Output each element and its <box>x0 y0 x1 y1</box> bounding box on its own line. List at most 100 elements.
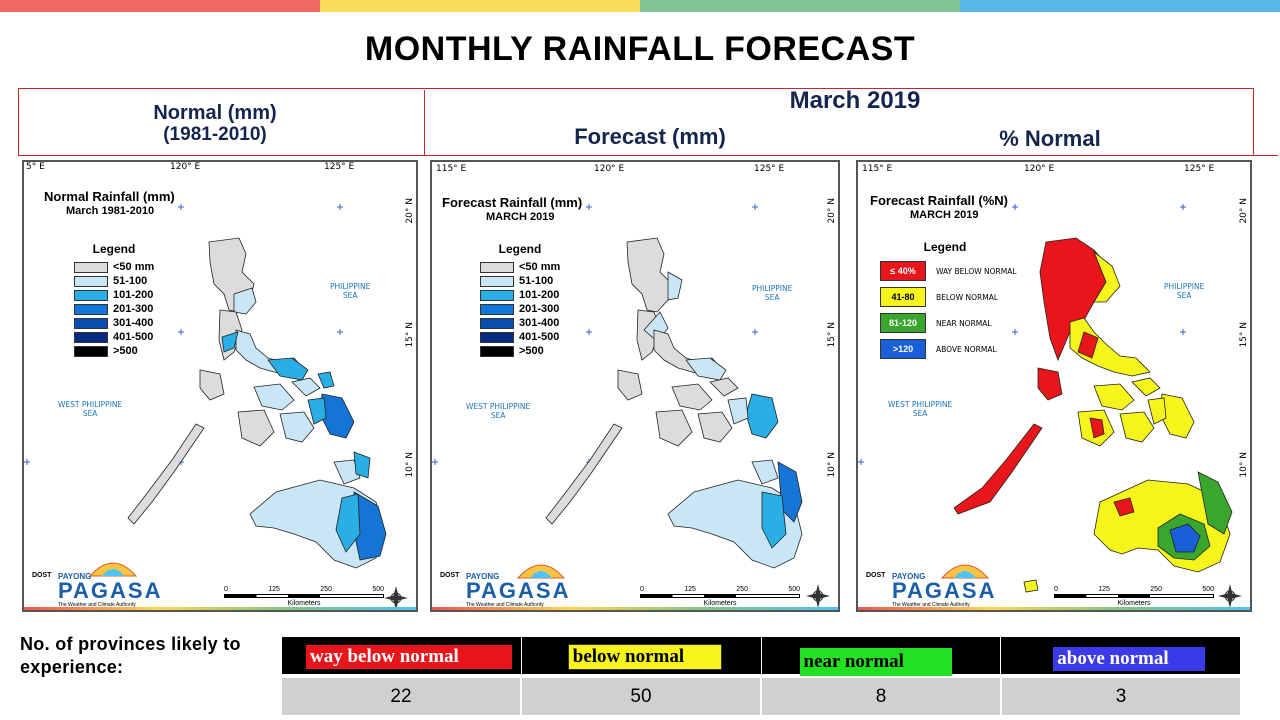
normal-philippine-sea-label: PHILIPPINE SEA <box>330 282 370 300</box>
legend-swatch <box>480 289 514 301</box>
percent-legend-item: ≤ 40% WAY BELOW NORMAL <box>880 258 1017 284</box>
forecast-philippine-sea-label: PHILIPPINE SEA <box>752 284 792 302</box>
forecast-top-tick-2: 120° E <box>594 164 625 174</box>
sea-label-line2: SEA <box>1176 291 1192 300</box>
top-bar-yellow <box>320 0 640 12</box>
percent-right-tick-1: 20° N <box>1239 198 1249 224</box>
legend-label: 101-200 <box>519 289 560 301</box>
scale-ticks: 0 125 250 500 <box>640 586 800 593</box>
normal-map-title: Normal Rainfall (mm) March 1981-2010 <box>44 190 175 218</box>
header-divider <box>424 90 425 156</box>
umbrella-icon <box>516 564 566 579</box>
forecast-islands <box>545 237 803 569</box>
payong-text: PAYONG <box>58 572 92 581</box>
forecast-top-tick-3: 125° E <box>754 164 785 174</box>
normal-legend-item: 51-100 <box>74 274 154 288</box>
percent-legend-item: 81-120 NEAR NORMAL <box>880 310 1017 336</box>
top-bar-red <box>0 0 320 12</box>
percent-legend-title: Legend <box>923 240 967 254</box>
payong-text: PAYONG <box>466 572 500 581</box>
sea-label-line2: SEA <box>342 291 358 300</box>
forecast-west-philippine-sea-label: WEST PHILIPPINE SEA <box>466 402 530 420</box>
normal-map-rainbow-strip <box>24 607 416 610</box>
normal-legend-title: Legend <box>92 242 136 256</box>
legend-label: 201-300 <box>113 303 154 315</box>
percent-legend: Legend ≤ 40% WAY BELOW NORMAL 41-80 BELOW … <box>880 240 1017 362</box>
category-above-normal: above normal <box>1053 647 1206 671</box>
scale-tick: 500 <box>372 586 384 593</box>
legend-label: 301-400 <box>113 317 154 329</box>
percent-normal-map: 115° E 120° E 125° E 20° N 15° N 10° N F… <box>856 160 1252 612</box>
percent-map-svg <box>858 204 1233 593</box>
legend-label: 51-100 <box>519 275 554 287</box>
page-title-text: MONTHLY RAINFALL FORECAST <box>364 30 916 68</box>
legend-label: 401-500 <box>113 331 154 343</box>
sea-label-line2: SEA <box>82 409 98 418</box>
top-color-bar <box>0 0 1280 12</box>
forecast-map-title: Forecast Rainfall (mm) MARCH 2019 <box>442 196 582 224</box>
pagasa-text: PAGASA <box>892 578 997 603</box>
payong-text: PAYONG <box>892 572 926 581</box>
percent-legend-item: 41-80 BELOW NORMAL <box>880 284 1017 310</box>
normal-right-tick-2: 15° N <box>405 322 415 348</box>
scale-tick: 250 <box>1150 586 1162 593</box>
scale-ticks: 0 125 250 500 <box>1054 586 1214 593</box>
normal-map-svg <box>24 204 387 569</box>
percent-right-tick-3: 10° N <box>1239 452 1249 478</box>
forecast-right-tick-3: 10° N <box>827 452 837 478</box>
forecast-legend-item: >500 <box>480 344 560 358</box>
legend-swatch: >120 <box>880 339 926 359</box>
legend-swatch <box>74 289 108 301</box>
legend-swatch <box>480 275 514 287</box>
normal-west-philippine-sea-label: WEST PHILIPPINE SEA <box>58 400 122 418</box>
sea-label-line1: WEST PHILIPPINE <box>58 400 123 409</box>
count-above-normal: 3 <box>1002 678 1240 715</box>
percent-scale-bar: 0 125 250 500 Kilometers <box>1054 586 1214 607</box>
forecast-legend-item: 201-300 <box>480 302 560 316</box>
sea-label-line1: WEST PHILIPPINE <box>466 402 531 411</box>
legend-label: WAY BELOW NORMAL <box>936 266 1017 276</box>
forecast-map-rainbow-strip <box>432 607 838 610</box>
scale-bar-graphic <box>640 594 800 598</box>
top-bar-green <box>640 0 960 12</box>
legend-swatch <box>74 303 108 315</box>
scale-tick: 125 <box>684 586 696 593</box>
forecast-rainfall-map: 115° E 120° E 125° E 20° N 15° N 10° N F… <box>430 160 840 612</box>
legend-label: 301-400 <box>519 317 560 329</box>
legend-swatch <box>74 345 108 357</box>
forecast-legend-item: 51-100 <box>480 274 560 288</box>
forecast-scale-bar: 0 125 250 500 Kilometers <box>640 586 800 607</box>
legend-label: 51-100 <box>113 275 148 287</box>
compass-rose-icon <box>384 586 408 610</box>
normal-islands <box>127 237 387 569</box>
dost-text: DOST <box>866 572 886 579</box>
forecast-legend-title: Legend <box>498 242 542 256</box>
scale-tick: 0 <box>224 586 228 593</box>
normal-pagasa-logo: DOST PAYONG PAGASA The Weather and Clima… <box>32 560 172 610</box>
summary-header-cell: below normal <box>522 637 762 674</box>
sea-label-line1: WEST PHILIPPINE <box>888 400 953 409</box>
scale-tick: 125 <box>268 586 280 593</box>
legend-swatch <box>480 345 514 357</box>
legend-swatch: 41-80 <box>880 287 926 307</box>
normal-header: Normal (mm) (1981-2010) <box>100 102 330 146</box>
forecast-map-svg <box>432 204 803 569</box>
scale-tick: 500 <box>1202 586 1214 593</box>
normal-legend-item: 101-200 <box>74 288 154 302</box>
maps-frame-top <box>18 155 1278 156</box>
normal-legend-item: 301-400 <box>74 316 154 330</box>
forecast-legend-item: <50 mm <box>480 260 560 274</box>
legend-label: 201-300 <box>519 303 560 315</box>
summary-header-cell: above normal <box>1001 637 1240 674</box>
percent-map-rainbow-strip <box>858 607 1250 610</box>
scale-units: Kilometers <box>703 600 737 607</box>
normal-map-subtitle: March 1981-2010 <box>66 205 155 217</box>
provinces-summary-table: way below normal below normal near norma… <box>282 637 1240 715</box>
normal-legend-item: >500 <box>74 344 154 358</box>
legend-label: <50 mm <box>113 261 155 273</box>
sea-label-line2: SEA <box>490 411 506 420</box>
percent-west-philippine-sea-label: WEST PHILIPPINE SEA <box>888 400 952 418</box>
summary-header-cell: near normal <box>762 637 1002 676</box>
legend-label: 401-500 <box>519 331 560 343</box>
sea-label-line2: SEA <box>912 409 928 418</box>
